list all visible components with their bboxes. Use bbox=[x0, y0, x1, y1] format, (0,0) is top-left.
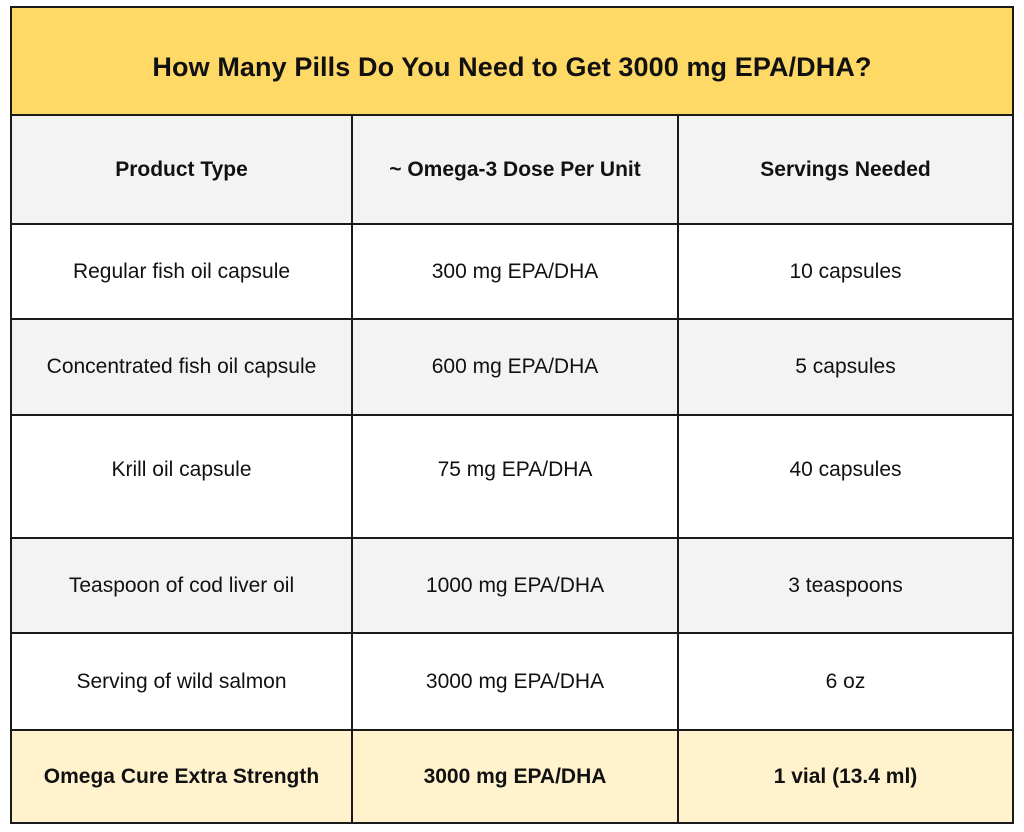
cell-dose: 1000 mg EPA/DHA bbox=[351, 537, 679, 634]
cell-servings: 10 capsules bbox=[677, 224, 1012, 320]
cell-servings: 1 vial (13.4 ml) bbox=[677, 729, 1012, 822]
cell-dose: 3000 mg EPA/DHA bbox=[351, 729, 679, 822]
highlighted-table-row: Omega Cure Extra Strength 3000 mg EPA/DH… bbox=[12, 729, 1012, 822]
cell-servings: 6 oz bbox=[677, 632, 1012, 731]
cell-servings: 5 capsules bbox=[677, 318, 1012, 416]
cell-product: Omega Cure Extra Strength bbox=[12, 729, 353, 822]
page-title: How Many Pills Do You Need to Get 3000 m… bbox=[152, 51, 872, 82]
comparison-table-frame: How Many Pills Do You Need to Get 3000 m… bbox=[10, 6, 1014, 824]
cell-servings: 40 capsules bbox=[677, 414, 1012, 539]
cell-product: Krill oil capsule bbox=[12, 414, 353, 539]
header-dose-per-unit: ~ Omega-3 Dose Per Unit bbox=[351, 116, 679, 225]
cell-product: Teaspoon of cod liver oil bbox=[12, 537, 353, 634]
header-product-type: Product Type bbox=[12, 116, 353, 225]
cell-dose: 300 mg EPA/DHA bbox=[351, 224, 679, 320]
cell-dose: 600 mg EPA/DHA bbox=[351, 318, 679, 416]
cell-product: Regular fish oil capsule bbox=[12, 224, 353, 320]
comparison-table: Product Type ~ Omega-3 Dose Per Unit Ser… bbox=[12, 116, 1012, 822]
cell-dose: 3000 mg EPA/DHA bbox=[351, 632, 679, 731]
cell-product: Concentrated fish oil capsule bbox=[12, 318, 353, 416]
table-row: Concentrated fish oil capsule 600 mg EPA… bbox=[12, 318, 1012, 416]
table-row: Krill oil capsule 75 mg EPA/DHA 40 capsu… bbox=[12, 414, 1012, 539]
cell-servings: 3 teaspoons bbox=[677, 537, 1012, 634]
table-row: Regular fish oil capsule 300 mg EPA/DHA … bbox=[12, 224, 1012, 320]
header-servings-needed: Servings Needed bbox=[677, 116, 1012, 225]
table-row: Teaspoon of cod liver oil 1000 mg EPA/DH… bbox=[12, 537, 1012, 634]
cell-dose: 75 mg EPA/DHA bbox=[351, 414, 679, 539]
title-bar: How Many Pills Do You Need to Get 3000 m… bbox=[12, 8, 1012, 116]
cell-product: Serving of wild salmon bbox=[12, 632, 353, 731]
header-row: Product Type ~ Omega-3 Dose Per Unit Ser… bbox=[12, 116, 1012, 225]
table-row: Serving of wild salmon 3000 mg EPA/DHA 6… bbox=[12, 632, 1012, 731]
